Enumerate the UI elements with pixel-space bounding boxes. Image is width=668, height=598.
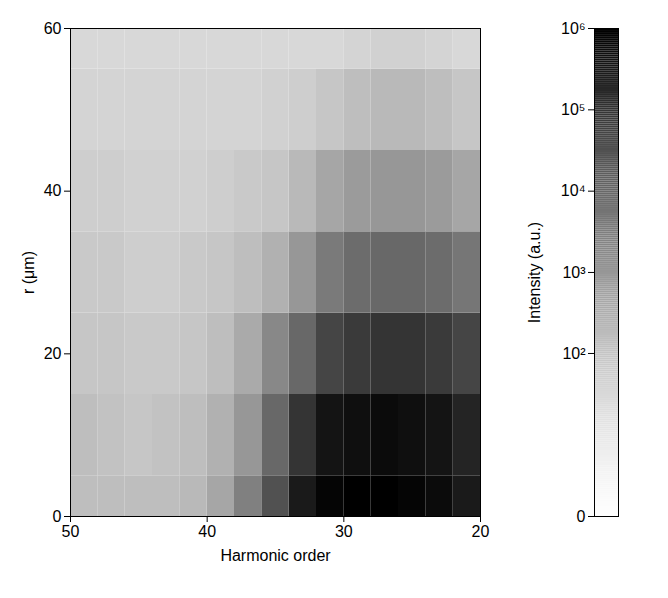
svg-text:30: 30 bbox=[335, 523, 353, 540]
svg-text:20: 20 bbox=[44, 345, 62, 362]
svg-text:Harmonic order: Harmonic order bbox=[220, 547, 331, 564]
svg-text:10⁵: 10⁵ bbox=[561, 101, 585, 118]
svg-text:10³: 10³ bbox=[562, 264, 586, 281]
svg-text:10⁴: 10⁴ bbox=[561, 182, 586, 199]
svg-text:10²: 10² bbox=[562, 345, 586, 362]
svg-text:r (μm): r (μm) bbox=[20, 251, 37, 294]
svg-text:10⁶: 10⁶ bbox=[561, 20, 585, 37]
svg-text:0: 0 bbox=[53, 508, 62, 525]
svg-text:Intensity (a.u.): Intensity (a.u.) bbox=[526, 222, 543, 323]
svg-text:0: 0 bbox=[577, 508, 586, 525]
svg-text:40: 40 bbox=[198, 523, 216, 540]
svg-text:50: 50 bbox=[62, 523, 80, 540]
svg-text:40: 40 bbox=[44, 182, 62, 199]
svg-text:20: 20 bbox=[472, 523, 490, 540]
svg-text:60: 60 bbox=[44, 20, 62, 37]
